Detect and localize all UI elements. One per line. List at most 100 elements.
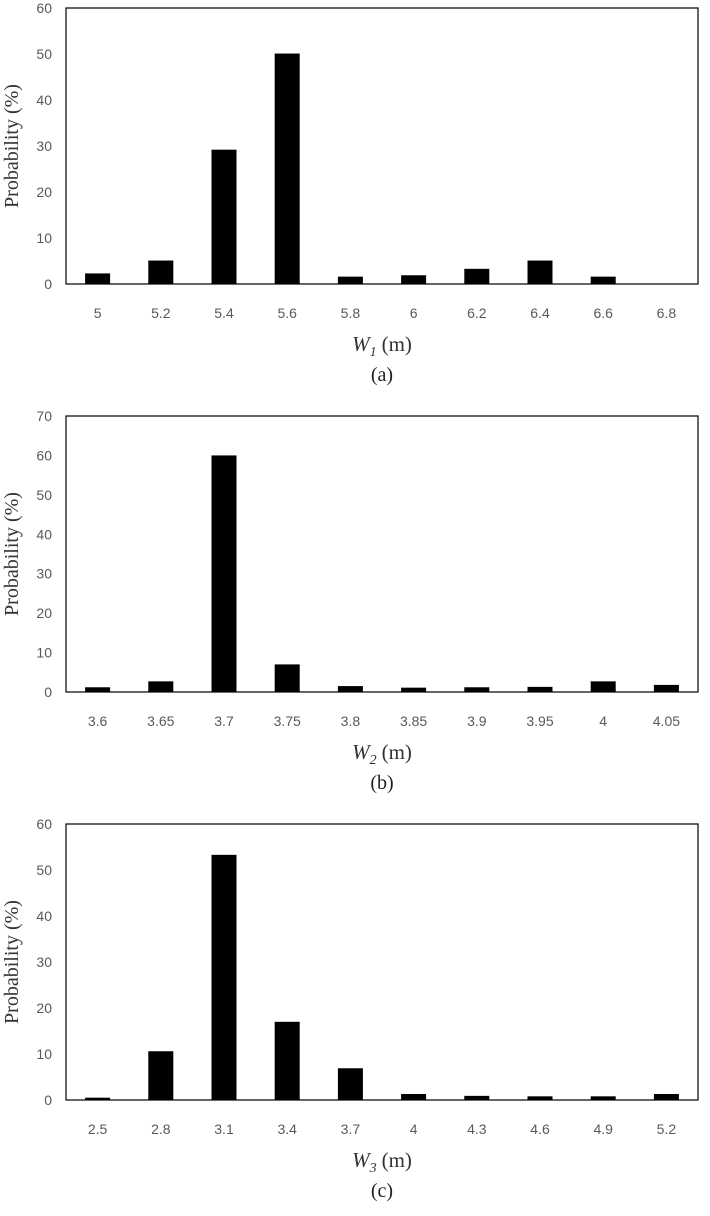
bar xyxy=(590,681,616,692)
bar xyxy=(148,260,174,284)
x-axis-unit: (m) xyxy=(382,1148,412,1172)
x-axis-variable: W xyxy=(352,1148,372,1172)
bar xyxy=(211,149,237,284)
bar xyxy=(148,1051,174,1100)
x-tick-label: 5.2 xyxy=(657,1121,677,1137)
x-tick-label: 2.8 xyxy=(151,1121,171,1137)
bar xyxy=(85,687,111,692)
x-tick-label: 5.2 xyxy=(151,305,171,321)
x-tick-label: 3.7 xyxy=(214,713,234,729)
y-axis-label: Probability (%) xyxy=(1,492,23,616)
y-tick-label: 40 xyxy=(36,908,52,924)
y-tick-label: 40 xyxy=(36,526,52,542)
x-axis-unit: (m) xyxy=(382,740,412,764)
bar xyxy=(527,686,553,692)
x-tick-label: 3.8 xyxy=(341,713,361,729)
x-tick-label: 3.1 xyxy=(214,1121,234,1137)
x-tick-label: 4.05 xyxy=(653,713,680,729)
bar xyxy=(653,1094,679,1100)
bar xyxy=(337,1068,363,1100)
bar xyxy=(653,684,679,692)
x-axis-label: W1 (m) xyxy=(352,332,412,360)
x-tick-label: 6.6 xyxy=(593,305,613,321)
bar xyxy=(401,275,427,284)
x-tick-label: 5.6 xyxy=(277,305,297,321)
x-tick-label: 4.6 xyxy=(530,1121,550,1137)
y-tick-label: 0 xyxy=(44,684,52,700)
y-tick-label: 30 xyxy=(36,138,52,154)
bar xyxy=(274,1021,300,1100)
x-tick-label: 3.65 xyxy=(147,713,174,729)
chart-caption: (a) xyxy=(371,364,393,386)
x-tick-label: 6 xyxy=(410,305,418,321)
x-axis-label: W3 (m) xyxy=(352,1148,412,1176)
chart-panel-b: 0 10 20 30 40 50 60 70 3.6 3.65 3.7 3.75 3.8 3.85 3.9 3… xyxy=(0,408,710,808)
y-tick-label: 20 xyxy=(36,1000,52,1016)
y-tick-label: 10 xyxy=(36,645,52,661)
y-tick-label: 50 xyxy=(36,862,52,878)
chart-panel-c: 0 10 20 30 40 50 60 2.5 2.8 3.1 3.4 3.7 4 4.3 4.6 4.9 5.… xyxy=(0,816,710,1216)
y-tick-label: 10 xyxy=(36,230,52,246)
bar xyxy=(464,687,490,692)
x-tick-label: 6.8 xyxy=(657,305,677,321)
x-tick-label: 3.7 xyxy=(341,1121,361,1137)
bar xyxy=(337,686,363,692)
bar xyxy=(148,681,174,692)
bar xyxy=(85,1097,111,1100)
x-axis-unit: (m) xyxy=(382,332,412,356)
chart-panel-a: 0 10 20 30 40 50 60 5 5.2 5.4 5.6 5.8 6 6.2 6.4 6.6 6.8 P… xyxy=(0,0,710,400)
x-tick-label: 3.95 xyxy=(526,713,553,729)
chart-caption: (c) xyxy=(371,1180,393,1202)
plot-frame xyxy=(65,415,699,693)
x-axis-subscript: 3 xyxy=(369,1161,377,1176)
bar xyxy=(274,53,300,284)
y-tick-label: 60 xyxy=(36,447,52,463)
chart-caption: (b) xyxy=(370,772,393,794)
x-axis-label: W2 (m) xyxy=(352,740,412,768)
bar-chart-c: 0 10 20 30 40 50 60 2.5 2.8 3.1 3.4 3.7 4 4.3 4.6 4.9 5.… xyxy=(1,816,699,1202)
x-tick-label: 3.6 xyxy=(88,713,108,729)
x-tick-label: 3.9 xyxy=(467,713,487,729)
x-tick-label: 4.3 xyxy=(467,1121,487,1137)
bar xyxy=(464,268,490,284)
y-tick-label: 30 xyxy=(36,954,52,970)
y-tick-label: 30 xyxy=(36,566,52,582)
x-tick-label: 5.8 xyxy=(341,305,361,321)
y-tick-label: 70 xyxy=(36,408,52,424)
bar xyxy=(85,273,111,284)
x-tick-label: 5.4 xyxy=(214,305,234,321)
x-axis-variable: W xyxy=(352,332,372,356)
x-axis-subscript: 2 xyxy=(370,753,377,768)
y-tick-label: 50 xyxy=(36,46,52,62)
bar xyxy=(211,854,237,1100)
bar xyxy=(274,664,300,692)
y-tick-label: 0 xyxy=(44,276,52,292)
bar xyxy=(527,1096,553,1100)
y-axis-label: Probability (%) xyxy=(1,84,23,208)
bar-chart-b: 0 10 20 30 40 50 60 70 3.6 3.65 3.7 3.75 3.8 3.85 3.9 3… xyxy=(1,408,699,794)
y-tick-label: 60 xyxy=(36,816,52,832)
bar xyxy=(401,1094,427,1100)
plot-frame xyxy=(65,7,699,285)
x-tick-label: 3.4 xyxy=(277,1121,297,1137)
x-tick-label: 6.2 xyxy=(467,305,487,321)
plot-frame xyxy=(65,823,699,1101)
x-tick-label: 4.9 xyxy=(593,1121,613,1137)
x-tick-label: 2.5 xyxy=(88,1121,108,1137)
y-tick-label: 50 xyxy=(36,487,52,503)
bar xyxy=(464,1095,490,1100)
x-axis-subscript: 1 xyxy=(370,345,377,360)
x-tick-label: 5 xyxy=(94,305,102,321)
x-tick-label: 4 xyxy=(599,713,607,729)
bar xyxy=(653,283,679,285)
y-axis-label: Probability (%) xyxy=(1,900,23,1024)
y-tick-label: 40 xyxy=(36,92,52,108)
bar xyxy=(527,260,553,284)
bar xyxy=(211,455,237,692)
bar xyxy=(337,276,363,284)
y-tick-label: 0 xyxy=(44,1092,52,1108)
y-tick-label: 10 xyxy=(36,1046,52,1062)
y-tick-label: 20 xyxy=(36,605,52,621)
x-tick-label: 3.85 xyxy=(400,713,427,729)
x-tick-label: 6.4 xyxy=(530,305,550,321)
